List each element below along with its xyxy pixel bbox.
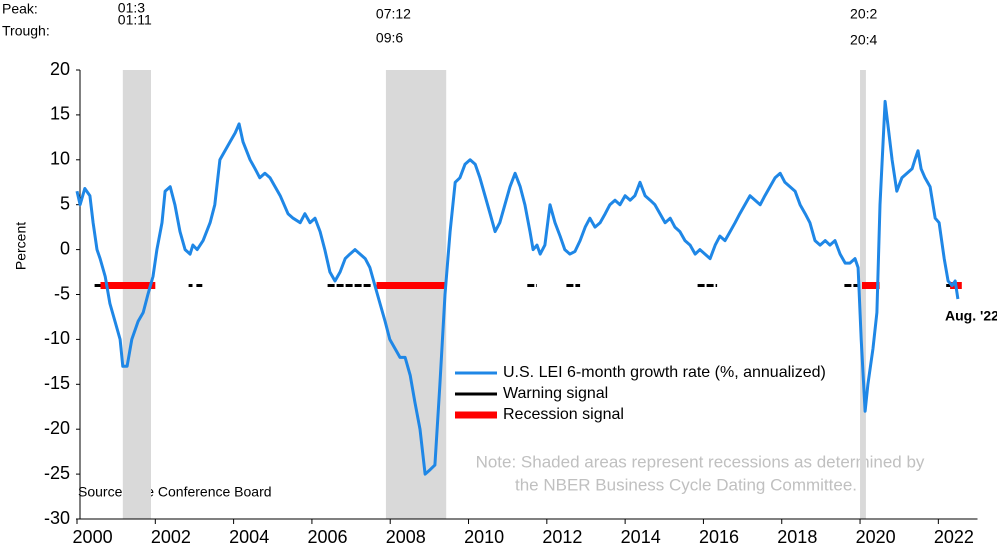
legend-label: Warning signal	[503, 385, 608, 402]
x-tick-label: 2014	[621, 527, 661, 547]
legend-label: U.S. LEI 6-month growth rate (%, annuali…	[503, 364, 826, 381]
x-tick-label: 2016	[699, 527, 739, 547]
note: Note: Shaded areas represent recessions …	[476, 452, 925, 471]
y-tick-label: -10	[44, 328, 70, 348]
y-tick-label: -25	[44, 463, 70, 483]
x-tick-label: 2012	[542, 527, 582, 547]
recession-trough: 01:11	[118, 12, 152, 28]
x-tick-label: 2006	[307, 527, 347, 547]
source: Source: The Conference Board	[78, 484, 272, 500]
legend-label: Recession signal	[503, 406, 624, 423]
x-tick-label: 2010	[464, 527, 504, 547]
recession-trough: 20:4	[850, 32, 877, 48]
recession-peak: 20:2	[850, 6, 877, 22]
note: the NBER Business Cycle Dating Committee…	[515, 475, 857, 494]
y-tick-label: 10	[50, 149, 70, 169]
trough-label: Trough:	[2, 23, 50, 39]
peak-label: Peak:	[2, 1, 38, 17]
end-label: Aug. '22	[945, 308, 997, 324]
x-tick-label: 2022	[934, 527, 974, 547]
y-tick-label: 20	[50, 59, 70, 79]
y-tick-label: 15	[50, 104, 70, 124]
x-tick-label: 2008	[386, 527, 426, 547]
recession-peak: 01:3	[118, 0, 145, 16]
y-tick-label: -20	[44, 418, 70, 438]
x-tick-label: 2000	[73, 527, 113, 547]
x-tick-label: 2018	[777, 527, 817, 547]
y-tick-label: 5	[60, 193, 70, 213]
y-tick-label: -30	[44, 508, 70, 528]
y-tick-label: -5	[54, 283, 70, 303]
x-tick-label: 2020	[856, 527, 896, 547]
recession-peak: 07:12	[376, 6, 411, 22]
recession-trough: 09:6	[376, 30, 403, 46]
recession-band	[122, 70, 151, 519]
recession-band	[860, 70, 866, 519]
series-line	[75, 99, 960, 476]
x-tick-label: 2004	[229, 527, 269, 547]
y-axis-label: Percent	[13, 222, 29, 270]
x-tick-label: 2002	[151, 527, 191, 547]
y-tick-label: -15	[44, 373, 70, 393]
y-tick-label: 0	[60, 238, 70, 258]
